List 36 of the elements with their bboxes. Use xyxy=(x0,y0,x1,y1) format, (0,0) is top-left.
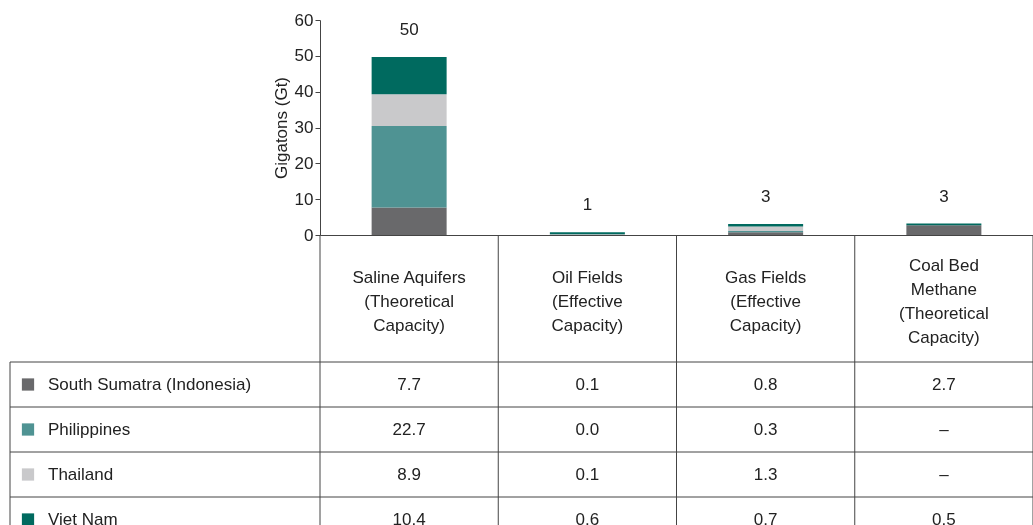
total-label: 50 xyxy=(399,19,419,39)
data-label: 8.9 xyxy=(397,464,421,484)
y-tick-label: 0 xyxy=(304,225,314,245)
y-tick-label: 30 xyxy=(294,118,314,137)
data-label: 0.6 xyxy=(575,509,600,525)
data-label: 0.0 xyxy=(575,419,600,439)
data-label: 0.3 xyxy=(753,419,778,439)
total-label: 3 xyxy=(760,186,771,206)
legend-label: Philippines xyxy=(48,419,131,439)
data-label: 0.1 xyxy=(575,464,600,484)
data-label: 10.4 xyxy=(392,509,426,525)
data-label: 2.7 xyxy=(932,374,956,394)
data-label: 0.5 xyxy=(932,509,956,525)
y-tick-label: 20 xyxy=(294,153,314,173)
y-tick-label: 50 xyxy=(294,46,314,66)
data-label: 22.7 xyxy=(392,419,426,439)
data-label: 0.8 xyxy=(753,374,778,394)
data-label: 1.3 xyxy=(753,464,778,484)
total-label: 3 xyxy=(939,186,949,206)
legend-label: Thailand xyxy=(48,464,114,484)
data-label: 7.7 xyxy=(397,374,421,394)
x-tick-label: Gas Fields (Effective Capacity) xyxy=(725,267,807,335)
x-tick-label: Saline Aquifers (Theoretical Capacity) xyxy=(352,267,466,335)
y-tick-label: 10 xyxy=(294,189,314,209)
legend-label: Viet Nam xyxy=(48,509,118,525)
y-tick-label: 60 xyxy=(294,10,314,30)
x-tick-label: Oil Fields (Effective Capacity) xyxy=(551,267,624,335)
data-label: 0.7 xyxy=(753,509,778,525)
legend-label: South Sumatra (Indonesia) xyxy=(48,374,252,394)
text: – xyxy=(939,464,949,484)
data-label: 0.1 xyxy=(575,374,600,394)
total-label: 1 xyxy=(582,195,593,215)
y-tick-label: 40 xyxy=(294,82,314,102)
text: – xyxy=(939,419,949,439)
y-axis-title: Gigatons (Gt) xyxy=(271,76,291,180)
x-tick-label: Coal Bed Methane (Theoretical Capacity) xyxy=(898,255,989,347)
